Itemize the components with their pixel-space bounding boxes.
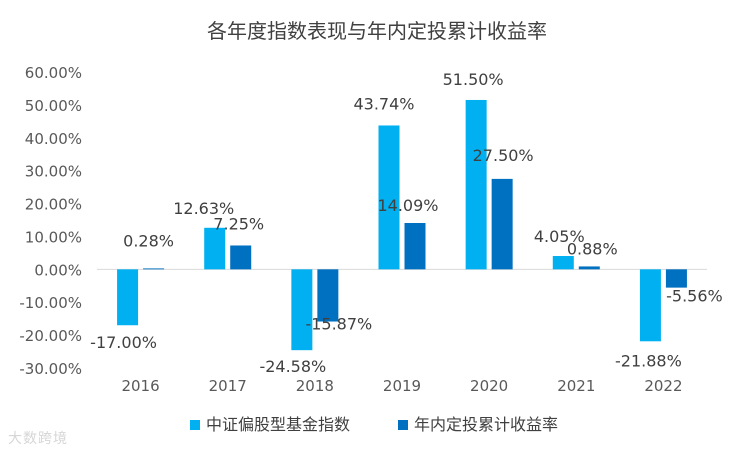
- y-tick-label: 10.00%: [25, 228, 82, 246]
- data-label: 0.28%: [123, 231, 174, 250]
- bar-dca-2018: [317, 269, 339, 322]
- data-labels: -17.00% 12.63% -24.58% 43.74% 51.50% 4.05% -21…: [90, 70, 723, 376]
- y-tick-label: 40.00%: [25, 130, 82, 148]
- y-tick-label: -20.00%: [19, 327, 82, 345]
- data-label: -24.58%: [259, 357, 326, 376]
- y-axis: 60.00% 50.00% 40.00% 30.00% 20.00% 10.00% 0.00…: [19, 64, 82, 378]
- data-label: -17.00%: [90, 333, 157, 352]
- bar-index-2020: [465, 99, 487, 270]
- data-label: -5.56%: [666, 287, 723, 306]
- data-label: 7.25%: [213, 214, 264, 233]
- y-tick-label: 30.00%: [25, 163, 82, 181]
- data-label: 4.05%: [534, 227, 585, 246]
- bar-dca-2021: [578, 266, 600, 270]
- x-tick-label: 2017: [209, 377, 247, 395]
- y-tick-label: 0.00%: [34, 261, 82, 279]
- x-axis: 2016 2017 2018 2019 2020 2021 2022: [97, 268, 707, 395]
- bar-dca-2016: [143, 268, 165, 270]
- y-tick-label: -30.00%: [19, 360, 82, 378]
- data-label: 27.50%: [473, 146, 534, 165]
- x-tick-label: 2018: [296, 377, 334, 395]
- data-label: -15.87%: [305, 315, 372, 334]
- data-label: 12.63%: [173, 199, 234, 218]
- bar-index-2019: [378, 125, 400, 270]
- x-tick-label: 2020: [470, 377, 508, 395]
- legend-swatch: [190, 420, 200, 430]
- x-tick-label: 2021: [557, 377, 595, 395]
- y-tick-label: 50.00%: [25, 97, 82, 115]
- bars: [117, 99, 687, 351]
- data-label: 51.50%: [443, 70, 504, 89]
- bar-dca-2017: [230, 245, 252, 270]
- bar-index-2018: [291, 269, 313, 351]
- bar-dca-2022: [665, 269, 687, 288]
- x-tick-label: 2016: [121, 377, 159, 395]
- bar-dca-2020: [491, 178, 513, 270]
- data-label: 43.74%: [353, 94, 414, 113]
- bar-index-2017: [204, 227, 226, 270]
- y-tick-label: 60.00%: [25, 64, 82, 82]
- data-label: -21.88%: [615, 351, 682, 370]
- legend: 中证偏股型基金指数 年内定投累计收益率: [190, 415, 558, 434]
- x-tick-label: 2019: [383, 377, 421, 395]
- legend-label: 年内定投累计收益率: [414, 415, 558, 434]
- bar-dca-2019: [404, 222, 426, 270]
- bar-index-2016: [117, 269, 139, 326]
- bar-index-2022: [639, 269, 661, 342]
- data-label: 14.09%: [377, 196, 438, 215]
- y-tick-label: 20.00%: [25, 196, 82, 214]
- chart-title: 各年度指数表现与年内定投累计收益率: [207, 19, 547, 43]
- legend-swatch: [398, 420, 408, 430]
- watermark: 大数跨境: [8, 431, 68, 447]
- bar-index-2021: [552, 256, 574, 270]
- x-tick-label: 2022: [644, 377, 682, 395]
- data-label: 0.88%: [567, 239, 618, 258]
- legend-label: 中证偏股型基金指数: [206, 415, 350, 434]
- y-tick-label: -10.00%: [19, 294, 82, 312]
